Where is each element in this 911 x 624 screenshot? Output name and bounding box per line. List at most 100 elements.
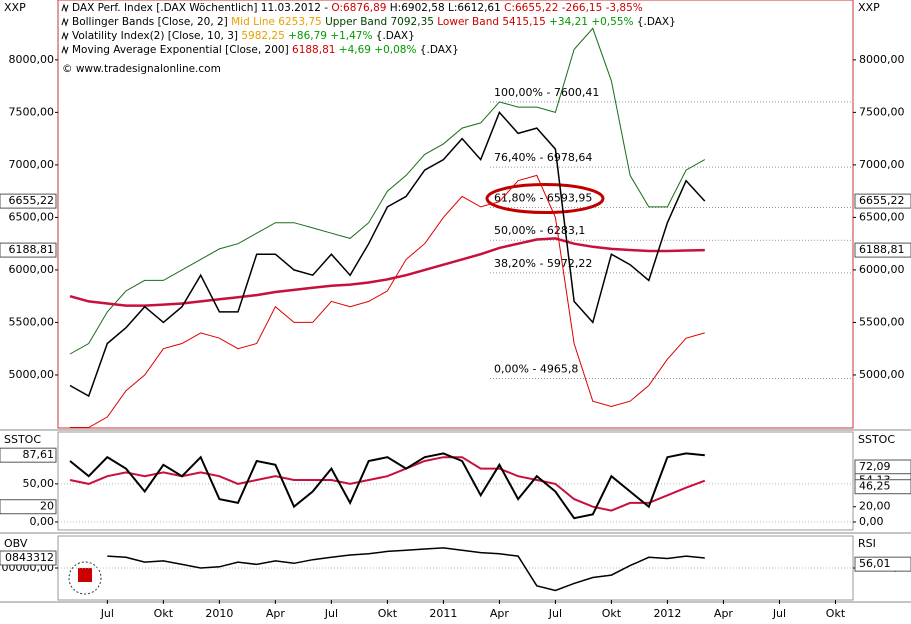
price-tag-label: 87,61 — [23, 448, 55, 461]
x-tick-label: Okt — [826, 607, 846, 620]
x-tick-label: Okt — [154, 607, 174, 620]
header-line: Moving Average Exponential [Close, 200] … — [72, 44, 459, 56]
series-line — [69, 27, 706, 355]
x-tick-label: Okt — [602, 607, 622, 620]
y-tick-label: 7000,00 — [859, 158, 905, 171]
header-segment: 6188,81 — [292, 44, 339, 56]
header-segment: O:6876,89 — [331, 2, 389, 14]
fib-label: 38,20% - 5972,22 — [494, 257, 592, 270]
header-segment: +4,69 +0,08% — [339, 44, 420, 56]
price-tag-label: 20 — [40, 500, 54, 513]
series-line — [70, 174, 705, 428]
price-tag — [854, 556, 911, 572]
header-segment: Bollinger Bands [Close, 20, 2] — [72, 16, 231, 28]
price-tag-label: 72,09 — [859, 460, 891, 473]
x-tick-label: Jul — [772, 607, 786, 620]
indicator-icon — [61, 17, 69, 27]
fib-label: 50,00% - 6283,1 — [494, 224, 585, 237]
price-tag — [0, 499, 57, 515]
x-tick-label: Jul — [100, 607, 114, 620]
y-tick-label: 6500,00 — [9, 210, 55, 223]
header-segment: DAX Perf. Index [.DAX Wöchentlich] 11.03… — [72, 2, 331, 14]
price-tag — [0, 550, 57, 566]
series-line — [69, 237, 705, 307]
y-tick-label: 5500,00 — [9, 315, 55, 328]
header-segment: Lower Band 5415,15 — [437, 16, 549, 28]
price-tag-label: 46,25 — [859, 480, 891, 493]
indicator-icon — [61, 3, 69, 13]
price-tag — [854, 479, 911, 495]
indicator-icon — [61, 31, 69, 41]
price-tag-label: 6655,22 — [9, 194, 55, 207]
header: DAX Perf. Index [.DAX Wöchentlich] 11.03… — [61, 2, 676, 75]
header-line: Bollinger Bands [Close, 20, 2] Mid Line … — [72, 16, 676, 28]
symbol-left: XXP — [4, 1, 26, 14]
y-tick-label: 0,00 — [30, 515, 55, 528]
x-tick-label: 2011 — [429, 607, 457, 620]
price-tag-label: 0843312 — [5, 551, 54, 564]
header-line: Volatility Index(2) [Close, 10, 3] 5982,… — [72, 30, 415, 42]
x-tick-label: 2010 — [205, 607, 233, 620]
price-tag — [0, 242, 57, 258]
header-segment: 5982,25 — [241, 30, 288, 42]
x-tick-label: Apr — [714, 607, 734, 620]
panel-title: SSTOC — [4, 433, 41, 446]
indicator-icon — [61, 45, 69, 55]
price-tag-label: 6655,22 — [859, 194, 905, 207]
y-tick-label: 6000,00 — [9, 263, 55, 276]
price-tag — [854, 242, 911, 258]
symbol-right: XXP — [858, 1, 880, 14]
x-tick-label: 2012 — [653, 607, 681, 620]
header-segment: {.DAX} — [376, 30, 415, 42]
header-segment: {.DAX} — [637, 16, 676, 28]
header-segment: {.DAX} — [420, 44, 459, 56]
logo — [68, 561, 102, 595]
y-tick-label: 5000,00 — [9, 368, 55, 381]
header-segment: C:6655,22 -266,15 -3,85% — [504, 2, 643, 14]
y2-tick-label: 0,00 — [859, 515, 884, 528]
panel-title: OBV — [4, 537, 28, 550]
y-tick-label: 7500,00 — [9, 105, 55, 118]
price-tag — [0, 193, 57, 209]
y-tick-label: 50,00 — [23, 477, 55, 490]
series-line — [69, 110, 706, 398]
header-segment: Moving Average Exponential [Close, 200] — [72, 44, 292, 56]
header-segment: © www.tradesignalonline.com — [62, 63, 221, 75]
price-tag — [854, 193, 911, 209]
series-line — [107, 547, 705, 592]
y-tick-label: 6500,00 — [859, 210, 905, 223]
x-tick-label: Apr — [266, 607, 286, 620]
header-segment: Volatility Index(2) [Close, 10, 3] — [72, 30, 241, 42]
y-tick-label: 8000,00 — [9, 53, 55, 66]
x-tick-label: Apr — [490, 607, 510, 620]
stoch-panel — [57, 431, 854, 531]
price-tag-label: 56,01 — [859, 557, 891, 570]
price-tag-label: 6188,81 — [9, 243, 55, 256]
main-panel — [57, 0, 854, 429]
header-segment: Upper Band 7092,35 — [325, 16, 437, 28]
price-tag — [0, 447, 57, 463]
panel-title: SSTOC — [858, 433, 895, 446]
y2-tick-label: 20,00 — [859, 500, 891, 513]
header-line: DAX Perf. Index [.DAX Wöchentlich] 11.03… — [72, 2, 643, 14]
fib-label: 0,00% - 4965,8 — [494, 363, 578, 376]
y-tick-label: 5000,00 — [859, 368, 905, 381]
fib-label: 61,80% - 6593,95 — [494, 192, 592, 205]
header-segment: +34,21 +0,55% — [549, 16, 637, 28]
header-segment: +86,79 +1,47% — [288, 30, 376, 42]
highlight — [485, 183, 605, 215]
header-line: © www.tradesignalonline.com — [62, 63, 221, 75]
y-tick-label: 8000,00 — [859, 53, 905, 66]
y-tick-label: 6000,00 — [859, 263, 905, 276]
series-line — [69, 452, 705, 520]
header-segment: Mid Line 6253,75 — [231, 16, 325, 28]
y-tick-label: 5500,00 — [859, 315, 905, 328]
y-tick-label: 7500,00 — [859, 105, 905, 118]
x-tick-label: Jul — [548, 607, 562, 620]
x-tick-label: Jul — [324, 607, 338, 620]
panel-title: RSI — [858, 537, 876, 550]
series-line — [69, 456, 706, 512]
fib-label: 76,40% - 6978,64 — [494, 151, 592, 164]
x-tick-label: Okt — [378, 607, 398, 620]
